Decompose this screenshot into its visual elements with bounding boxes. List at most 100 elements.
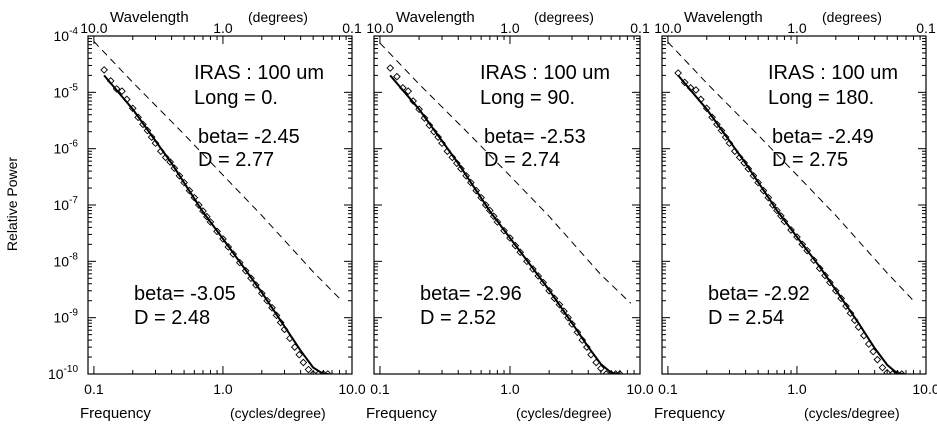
data-point <box>206 218 215 226</box>
data-point <box>842 302 850 311</box>
top-axis-label: Wavelength <box>110 9 189 26</box>
data-point <box>247 274 255 283</box>
y-ticks <box>662 35 926 375</box>
data-point <box>740 159 749 167</box>
data-point <box>717 126 726 135</box>
data-point <box>529 265 537 273</box>
data-point <box>837 294 845 303</box>
data-point <box>229 250 238 258</box>
data-point <box>276 318 285 327</box>
data-point <box>118 87 126 95</box>
top-axis-label: Wavelength <box>396 9 475 26</box>
x-axis-label: Frequency <box>366 405 437 422</box>
plot-area <box>93 41 340 374</box>
x-tick-label: 0.1 <box>658 381 678 397</box>
fit-line <box>389 74 621 374</box>
x-tick-label: 10.0 <box>626 381 653 397</box>
data-point <box>573 328 582 337</box>
top-axis-label: Wavelength <box>684 9 763 26</box>
data-point <box>826 278 834 287</box>
data-point <box>564 313 572 322</box>
data-point <box>803 246 812 255</box>
data-point <box>708 113 716 122</box>
data-point <box>776 212 785 220</box>
x-tick-label: 1.0 <box>500 381 520 397</box>
fit-low-d: D = 2.52 <box>420 307 496 329</box>
data-point <box>100 66 108 74</box>
top-tick-label: 0.1 <box>342 20 362 36</box>
data-point <box>674 69 682 77</box>
data-point <box>393 72 401 81</box>
data-point <box>534 272 543 280</box>
data-point <box>257 289 266 298</box>
data-point <box>744 164 753 173</box>
data-point <box>448 153 457 162</box>
data-point <box>472 186 481 195</box>
data-point <box>462 171 470 180</box>
fit-line <box>677 74 905 374</box>
x-ticks <box>373 36 641 374</box>
x-tick-label: 10.0 <box>912 381 937 397</box>
data-point <box>489 212 498 221</box>
data-point <box>213 227 221 236</box>
x-axis-unit: (cycles/degree) <box>804 405 900 421</box>
data-point <box>821 271 829 280</box>
panels: 0.1 1.0 10.0 10.0 1.0 0.1 10-10 10-9 10-8 10-7 10-… <box>48 9 937 422</box>
fit-high-beta: beta= -2.49 <box>772 126 874 148</box>
data-point <box>713 120 721 129</box>
data-point <box>324 370 332 374</box>
panel-1: 0.1 1.0 10.0 10.0 1.0 0.1 10-10 10-9 10-8 10-7 10-… <box>48 9 366 422</box>
data-point <box>550 294 559 303</box>
x-axis-label: Frequency <box>80 405 151 422</box>
x-ticks <box>87 36 353 374</box>
data-point <box>780 217 789 226</box>
top-tick-label: 1.0 <box>787 20 807 36</box>
data-point <box>430 127 438 136</box>
x-tick-label: 1.0 <box>213 381 233 397</box>
plot-area <box>667 41 914 374</box>
data-point <box>268 303 276 312</box>
data-point <box>539 278 548 287</box>
data-point <box>735 153 744 162</box>
top-tick-label: 10.0 <box>80 20 107 36</box>
data-point <box>241 266 250 275</box>
data-point <box>219 235 227 243</box>
data-point <box>749 171 758 180</box>
annotation-title: IRAS : 100 um <box>768 62 898 84</box>
fit-low-d: D = 2.48 <box>134 307 210 329</box>
annotation-long: Long = 180. <box>768 87 874 109</box>
fit-low-d: D = 2.54 <box>708 307 784 329</box>
data-point <box>768 201 777 209</box>
data-point <box>582 343 591 351</box>
data-point <box>560 307 568 316</box>
fit-low-beta: beta= -2.96 <box>420 283 522 305</box>
data-point <box>175 171 184 180</box>
data-point <box>793 233 801 241</box>
top-axis-unit: (degrees) <box>248 9 308 25</box>
annotation-title: IRAS : 100 um <box>480 62 610 84</box>
data-point <box>721 133 730 142</box>
data-point <box>434 133 442 142</box>
data-point <box>161 153 170 162</box>
data-point <box>798 240 807 249</box>
data-point <box>309 370 317 374</box>
annotation-title: IRAS : 100 um <box>194 62 324 84</box>
data-point <box>224 243 233 251</box>
data-point <box>272 311 281 320</box>
data-point <box>235 258 244 267</box>
data-point <box>185 186 194 195</box>
annotation-long: Long = 90. <box>480 87 575 109</box>
reference-line <box>93 41 340 299</box>
data-point <box>466 178 475 187</box>
data-point <box>873 355 882 364</box>
y-tick-label: 10-7 <box>54 195 79 213</box>
data-point <box>500 226 508 235</box>
y-tick-label: 10-6 <box>54 139 79 157</box>
data-point <box>759 186 768 195</box>
data-point <box>787 226 795 234</box>
y-tick-label: 10-10 <box>48 364 78 382</box>
data-point <box>404 87 413 95</box>
data-point <box>170 164 179 173</box>
fit-high-d: D = 2.77 <box>198 149 274 171</box>
